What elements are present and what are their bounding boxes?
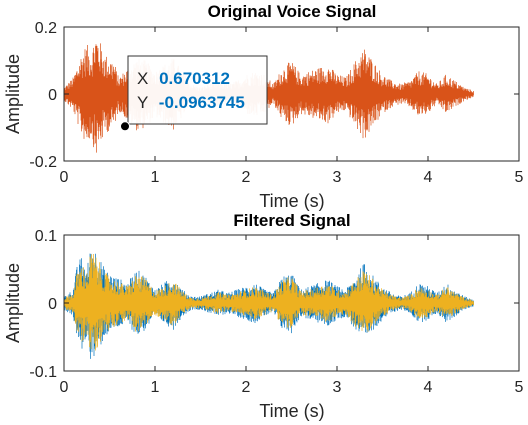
x-tick-label-original: 4 [424,169,433,186]
ylabel-original: Amplitude [3,54,23,134]
xlabel-filtered: Time (s) [259,401,324,421]
x-tick-label-filtered: 5 [515,379,524,396]
ylabel-filtered: Amplitude [3,263,23,343]
datatip-box [127,55,268,125]
x-tick-label-filtered: 1 [151,379,160,396]
datatip-y-row: Y -0.0963745 [137,93,245,112]
x-tick-label-filtered: 3 [333,379,342,396]
y-tick-label-filtered: 0 [48,296,57,313]
xlabel-original: Time (s) [259,191,324,211]
x-tick-label-original: 2 [242,169,251,186]
datatip-y-value: -0.0963745 [159,93,245,112]
x-ticks-original: 0 1 2 3 4 5 [60,27,524,186]
title-filtered-signal: Filtered Signal [233,211,350,230]
datatip-x-value: 0.670312 [159,69,230,88]
y-tick-label-original: -0.2 [29,154,57,171]
y-ticks-filtered: 0.1 0 -0.1 [29,228,519,381]
x-tick-label-original: 0 [60,169,69,186]
y-ticks-original: 0.2 0 -0.2 [29,20,519,171]
datatip-x-row: X 0.670312 [137,69,230,88]
datatip-marker[interactable] [119,121,130,132]
x-tick-label-original: 5 [515,169,524,186]
datatip[interactable]: X 0.670312 Y -0.0963745 [119,55,268,132]
x-ticks-filtered: 0 1 2 3 4 5 [60,235,524,396]
y-tick-label-original: 0 [48,87,57,104]
x-tick-label-filtered: 2 [242,379,251,396]
y-tick-label-filtered: -0.1 [29,364,57,381]
x-tick-label-original: 3 [333,169,342,186]
x-tick-label-original: 1 [151,169,160,186]
x-tick-label-filtered: 0 [60,379,69,396]
datatip-x-label: X [137,69,148,88]
x-tick-label-filtered: 4 [424,379,433,396]
datatip-y-label: Y [137,93,148,112]
y-tick-label-filtered: 0.1 [35,228,57,245]
y-tick-label-original: 0.2 [35,20,57,37]
title-original-signal: Original Voice Signal [208,2,377,21]
